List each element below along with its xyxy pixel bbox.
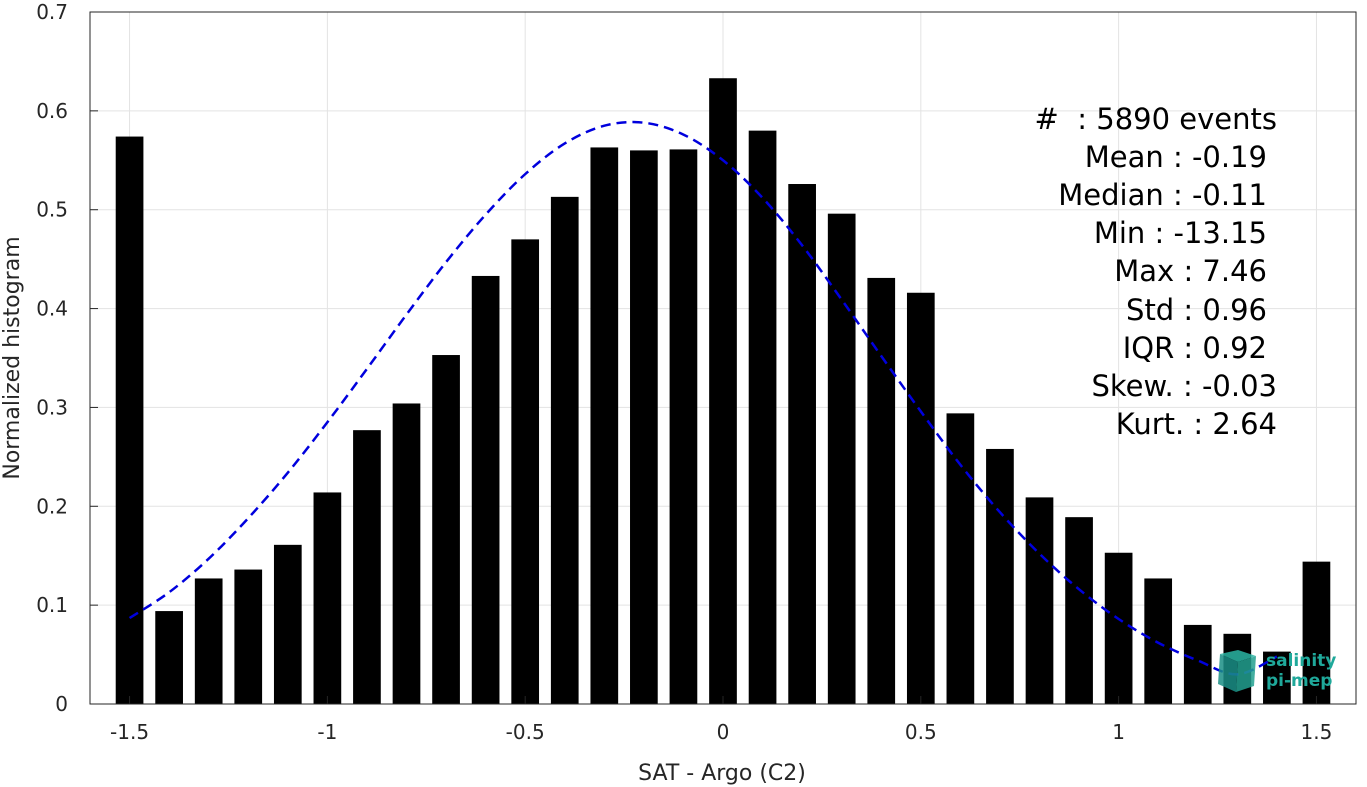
histogram-bar xyxy=(155,611,183,704)
y-tick-label: 0.5 xyxy=(36,198,68,222)
stat-min: Min : -13.15 xyxy=(1094,216,1267,250)
logo-line-2: pi-mep xyxy=(1266,671,1332,691)
histogram-bar xyxy=(946,413,975,704)
histogram-bar xyxy=(194,578,223,704)
histogram-bar xyxy=(827,213,856,704)
normal-fit-curve xyxy=(128,120,1278,676)
stat-kurt: Kurt. : 2.64 xyxy=(1116,407,1277,441)
logo-line-1: salinity xyxy=(1266,651,1336,671)
histogram-bar xyxy=(1065,517,1093,704)
histogram-bar xyxy=(1144,578,1173,704)
y-tick-label: 0.4 xyxy=(36,297,68,321)
y-tick-label: 0.2 xyxy=(36,494,68,518)
stat-std: Std : 0.96 xyxy=(1126,293,1267,327)
x-tick-label: 1.5 xyxy=(1301,720,1333,744)
stat-iqr: IQR : 0.92 xyxy=(1123,331,1267,365)
histogram-bar xyxy=(906,292,935,704)
x-axis-label: SAT - Argo (C2) xyxy=(638,761,806,786)
histogram-bar xyxy=(550,196,579,704)
histogram-bar xyxy=(748,130,777,705)
x-tick-label: 1 xyxy=(1112,720,1125,744)
histogram-bar xyxy=(590,147,619,705)
histogram-bar xyxy=(1302,561,1331,704)
histogram-bar xyxy=(986,448,1014,704)
histogram-bar xyxy=(630,150,658,704)
salinity-pi-mep-logo: salinity pi-mep xyxy=(1218,650,1336,692)
histogram-bar xyxy=(709,78,737,705)
histogram-bar xyxy=(273,544,302,704)
y-tick-label: 0.6 xyxy=(36,99,68,123)
histogram-bar xyxy=(392,403,421,704)
histogram-bar xyxy=(511,239,540,704)
stat-count: # : 5890 events xyxy=(1035,102,1277,136)
x-tick-label: -0.5 xyxy=(506,720,545,744)
histogram-bar xyxy=(669,149,698,704)
y-tick-label: 0 xyxy=(55,692,68,716)
y-tick-label: 0.7 xyxy=(36,0,68,24)
logo-cube-icon xyxy=(1218,650,1256,692)
stat-median: Median : -0.11 xyxy=(1058,178,1267,212)
x-tick-label: -1 xyxy=(317,720,337,744)
histogram-bar xyxy=(1025,497,1054,704)
histogram-bars xyxy=(115,78,1331,705)
histogram-bar xyxy=(313,492,342,704)
y-tick-label: 0.1 xyxy=(36,593,68,617)
y-tick-label: 0.3 xyxy=(36,395,68,419)
stat-mean: Mean : -0.19 xyxy=(1085,140,1267,174)
histogram-bar xyxy=(788,184,816,705)
x-axis-ticks: -1.5 -1 -0.5 0 0.5 1 1.5 xyxy=(110,696,1332,744)
stat-skew: Skew. : -0.03 xyxy=(1091,369,1277,403)
y-axis-label: Normalized histogram xyxy=(0,236,25,479)
histogram-bar xyxy=(1104,552,1133,704)
histogram-bar xyxy=(234,569,263,704)
y-axis-ticks: 0 0.1 0.2 0.3 0.4 0.5 0.6 0.7 xyxy=(36,0,98,716)
histogram-bar xyxy=(1263,651,1291,704)
histogram-bar xyxy=(471,275,500,704)
stat-max: Max : 7.46 xyxy=(1114,254,1267,288)
histogram-bar xyxy=(115,136,144,704)
statistics-box: # : 5890 events Mean : -0.19 Median : -0… xyxy=(1035,102,1277,441)
x-tick-label: 0.5 xyxy=(905,720,937,744)
histogram-bar xyxy=(353,430,381,704)
x-tick-label: -1.5 xyxy=(110,720,149,744)
histogram-bar xyxy=(432,355,460,704)
histogram-bar xyxy=(867,277,896,704)
x-tick-label: 0 xyxy=(717,720,730,744)
